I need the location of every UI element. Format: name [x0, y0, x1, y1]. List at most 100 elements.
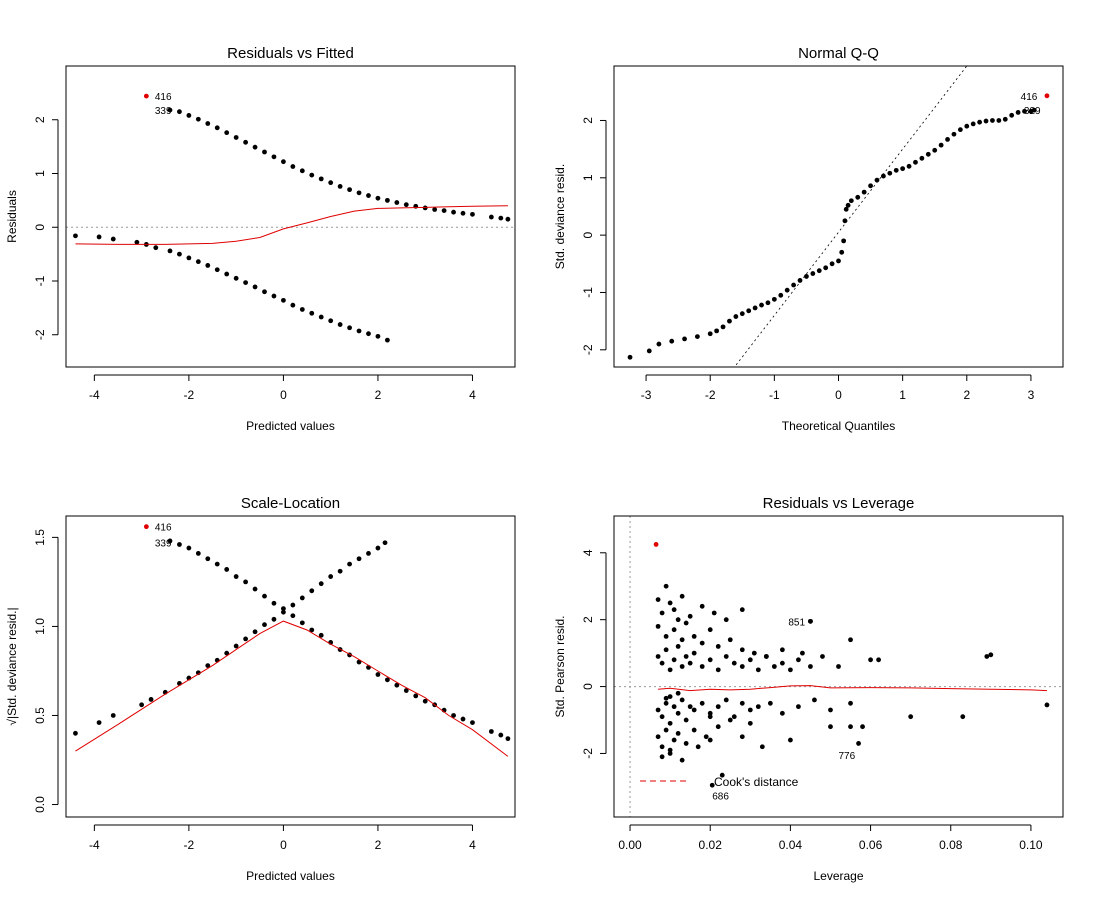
data-point: [224, 271, 230, 277]
data-point: [984, 654, 990, 659]
panel-3: Scale-Location Predicted values √|Std. dev…: [5, 495, 516, 883]
data-point: [233, 643, 239, 649]
data-point: [134, 239, 140, 245]
data-point: [707, 331, 713, 337]
data-point: [271, 616, 277, 622]
point-label: 416: [155, 523, 172, 534]
data-point: [663, 647, 669, 653]
highlight-point: [653, 542, 659, 547]
data-point: [233, 275, 239, 281]
data-point: [290, 602, 296, 608]
data-point: [715, 644, 721, 649]
data-point: [498, 215, 504, 221]
data-point: [752, 305, 758, 311]
data-point: [1002, 116, 1008, 122]
data-point: [1015, 110, 1021, 115]
data-point: [384, 337, 390, 343]
data-point: [868, 183, 873, 189]
data-point: [755, 667, 761, 673]
data-point: [679, 637, 685, 643]
data-point: [167, 248, 173, 254]
data-point: [347, 325, 352, 331]
data-point: [919, 155, 925, 161]
data-point: [262, 149, 267, 155]
point-label: 339: [155, 539, 172, 550]
data-point: [488, 214, 494, 220]
data-point: [309, 172, 315, 178]
x-tick-label: 0: [835, 388, 842, 402]
data-point: [747, 720, 753, 726]
data-point: [714, 328, 720, 334]
data-point: [1044, 702, 1050, 708]
data-point: [205, 263, 211, 268]
data-point: [1022, 108, 1027, 114]
data-point: [810, 271, 816, 276]
highlight-point: [143, 524, 149, 530]
data-point: [366, 193, 371, 198]
data-point: [224, 650, 230, 656]
data-point: [337, 568, 343, 574]
data-point: [727, 637, 733, 643]
data-point: [829, 261, 835, 267]
data-point: [671, 607, 677, 613]
data-point: [812, 697, 817, 703]
data-point: [820, 654, 825, 659]
data-point: [679, 664, 685, 669]
data-point: [679, 593, 685, 599]
data-point: [498, 732, 504, 738]
y-tick-label: -1: [581, 287, 595, 298]
data-point: [739, 664, 745, 669]
y-tick-label: 0.0: [33, 796, 47, 813]
smooth-line: [75, 620, 509, 757]
data-point: [205, 121, 211, 126]
data-point: [747, 707, 753, 713]
data-point: [318, 581, 324, 587]
data-point: [848, 637, 853, 643]
data-point: [715, 724, 721, 730]
data-point: [271, 293, 277, 299]
x-axis-label: Predicted values: [246, 869, 335, 883]
data-point: [659, 714, 665, 720]
data-point: [771, 664, 777, 669]
data-point: [675, 690, 681, 696]
data-point: [746, 308, 752, 314]
data-point: [403, 688, 409, 693]
data-point: [394, 200, 400, 205]
data-point: [659, 744, 665, 750]
plot-title: Scale-Location: [241, 495, 340, 512]
data-point: [139, 702, 145, 708]
data-point: [709, 782, 715, 788]
panel-1: Residuals vs Fitted Predicted values Resid…: [5, 45, 516, 433]
data-point: [195, 116, 201, 122]
y-tick-label: -2: [33, 329, 47, 340]
data-point: [715, 667, 721, 673]
y-tick-label: 1.0: [33, 618, 47, 635]
data-point: [779, 710, 785, 716]
data-point: [356, 556, 362, 562]
data-point: [290, 302, 296, 308]
x-tick-label: -1: [769, 388, 780, 402]
data-point: [488, 729, 494, 734]
data-point: [816, 268, 822, 274]
data-point: [779, 647, 785, 653]
data-point: [887, 170, 893, 176]
data-point: [309, 588, 315, 594]
data-point: [655, 623, 661, 629]
data-point: [167, 107, 173, 113]
data-point: [153, 245, 159, 251]
data-point: [679, 697, 685, 703]
data-point: [787, 737, 793, 743]
x-tick-label: -3: [641, 388, 652, 402]
data-point: [964, 123, 970, 129]
data-point: [186, 113, 192, 118]
data-point: [881, 173, 886, 179]
data-point: [460, 716, 466, 722]
panel-4: Residuals vs Leverage Leverage Std. Pearso…: [553, 495, 1064, 883]
point-label: 339: [155, 106, 172, 117]
y-tick-label: 0.5: [33, 707, 47, 724]
data-point: [855, 194, 861, 200]
data-point: [784, 287, 790, 293]
highlight-point: [143, 93, 149, 99]
data-point: [842, 218, 848, 224]
